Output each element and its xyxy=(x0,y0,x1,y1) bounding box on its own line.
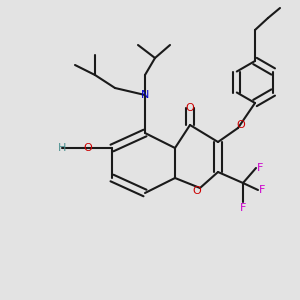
Text: O: O xyxy=(186,103,194,113)
Text: O: O xyxy=(237,120,245,130)
Text: F: F xyxy=(240,203,246,213)
Text: F: F xyxy=(257,163,264,173)
Text: H: H xyxy=(58,143,66,153)
Text: F: F xyxy=(259,185,266,195)
Text: O: O xyxy=(84,143,92,153)
Text: O: O xyxy=(193,186,201,196)
Text: N: N xyxy=(141,90,149,100)
